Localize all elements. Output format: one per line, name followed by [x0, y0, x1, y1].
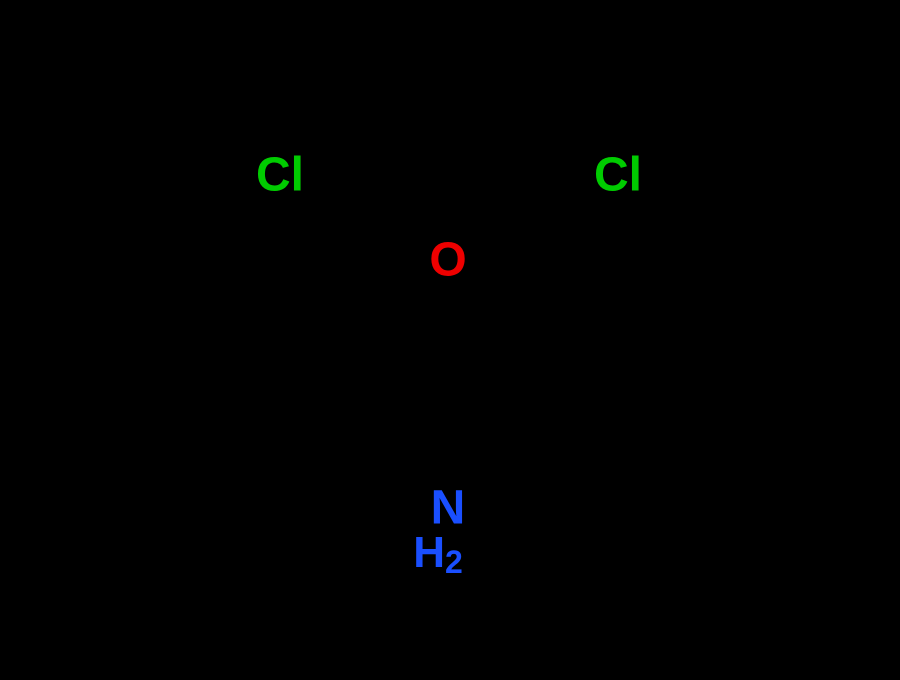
chlorine-atom-left: Cl	[256, 149, 304, 202]
chlorine-atom-right: Cl	[594, 149, 642, 202]
hydrogen-label: H2	[413, 528, 463, 581]
oxygen-atom: O	[429, 234, 466, 287]
